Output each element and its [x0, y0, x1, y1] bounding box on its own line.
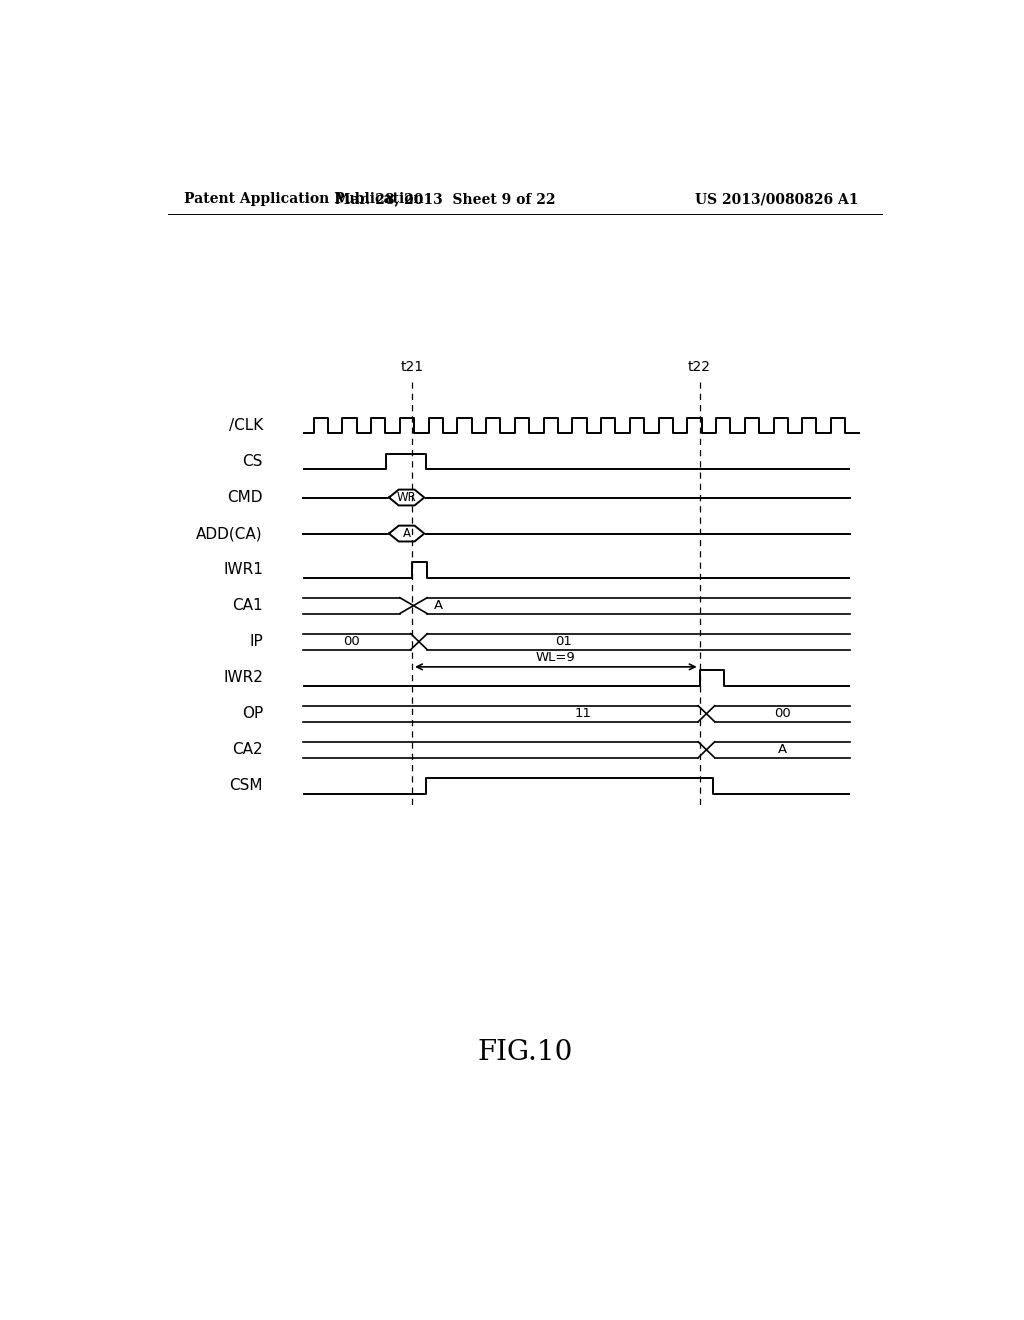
Text: ADD(CA): ADD(CA): [197, 527, 263, 541]
Text: 01: 01: [555, 635, 571, 648]
Text: IWR2: IWR2: [223, 671, 263, 685]
Text: CS: CS: [243, 454, 263, 469]
Text: Patent Application Publication: Patent Application Publication: [183, 191, 423, 206]
Text: IWR1: IWR1: [223, 562, 263, 577]
Text: FIG.10: FIG.10: [477, 1039, 572, 1067]
Text: 11: 11: [574, 708, 592, 721]
Text: CA1: CA1: [232, 598, 263, 612]
Text: 00: 00: [343, 635, 360, 648]
Text: 00: 00: [774, 708, 791, 721]
Text: t21: t21: [400, 360, 424, 374]
Text: A: A: [778, 743, 787, 756]
Text: CMD: CMD: [227, 490, 263, 506]
Text: WL=9: WL=9: [536, 651, 575, 664]
Text: /CLK: /CLK: [228, 418, 263, 433]
Text: A: A: [433, 599, 442, 612]
Text: OP: OP: [242, 706, 263, 721]
Text: WR: WR: [396, 491, 417, 504]
Text: Mar. 28, 2013  Sheet 9 of 22: Mar. 28, 2013 Sheet 9 of 22: [335, 191, 556, 206]
Text: CSM: CSM: [229, 779, 263, 793]
Text: IP: IP: [249, 634, 263, 649]
Text: A: A: [402, 527, 411, 540]
Text: US 2013/0080826 A1: US 2013/0080826 A1: [694, 191, 858, 206]
Text: t22: t22: [688, 360, 711, 374]
Text: CA2: CA2: [232, 742, 263, 758]
